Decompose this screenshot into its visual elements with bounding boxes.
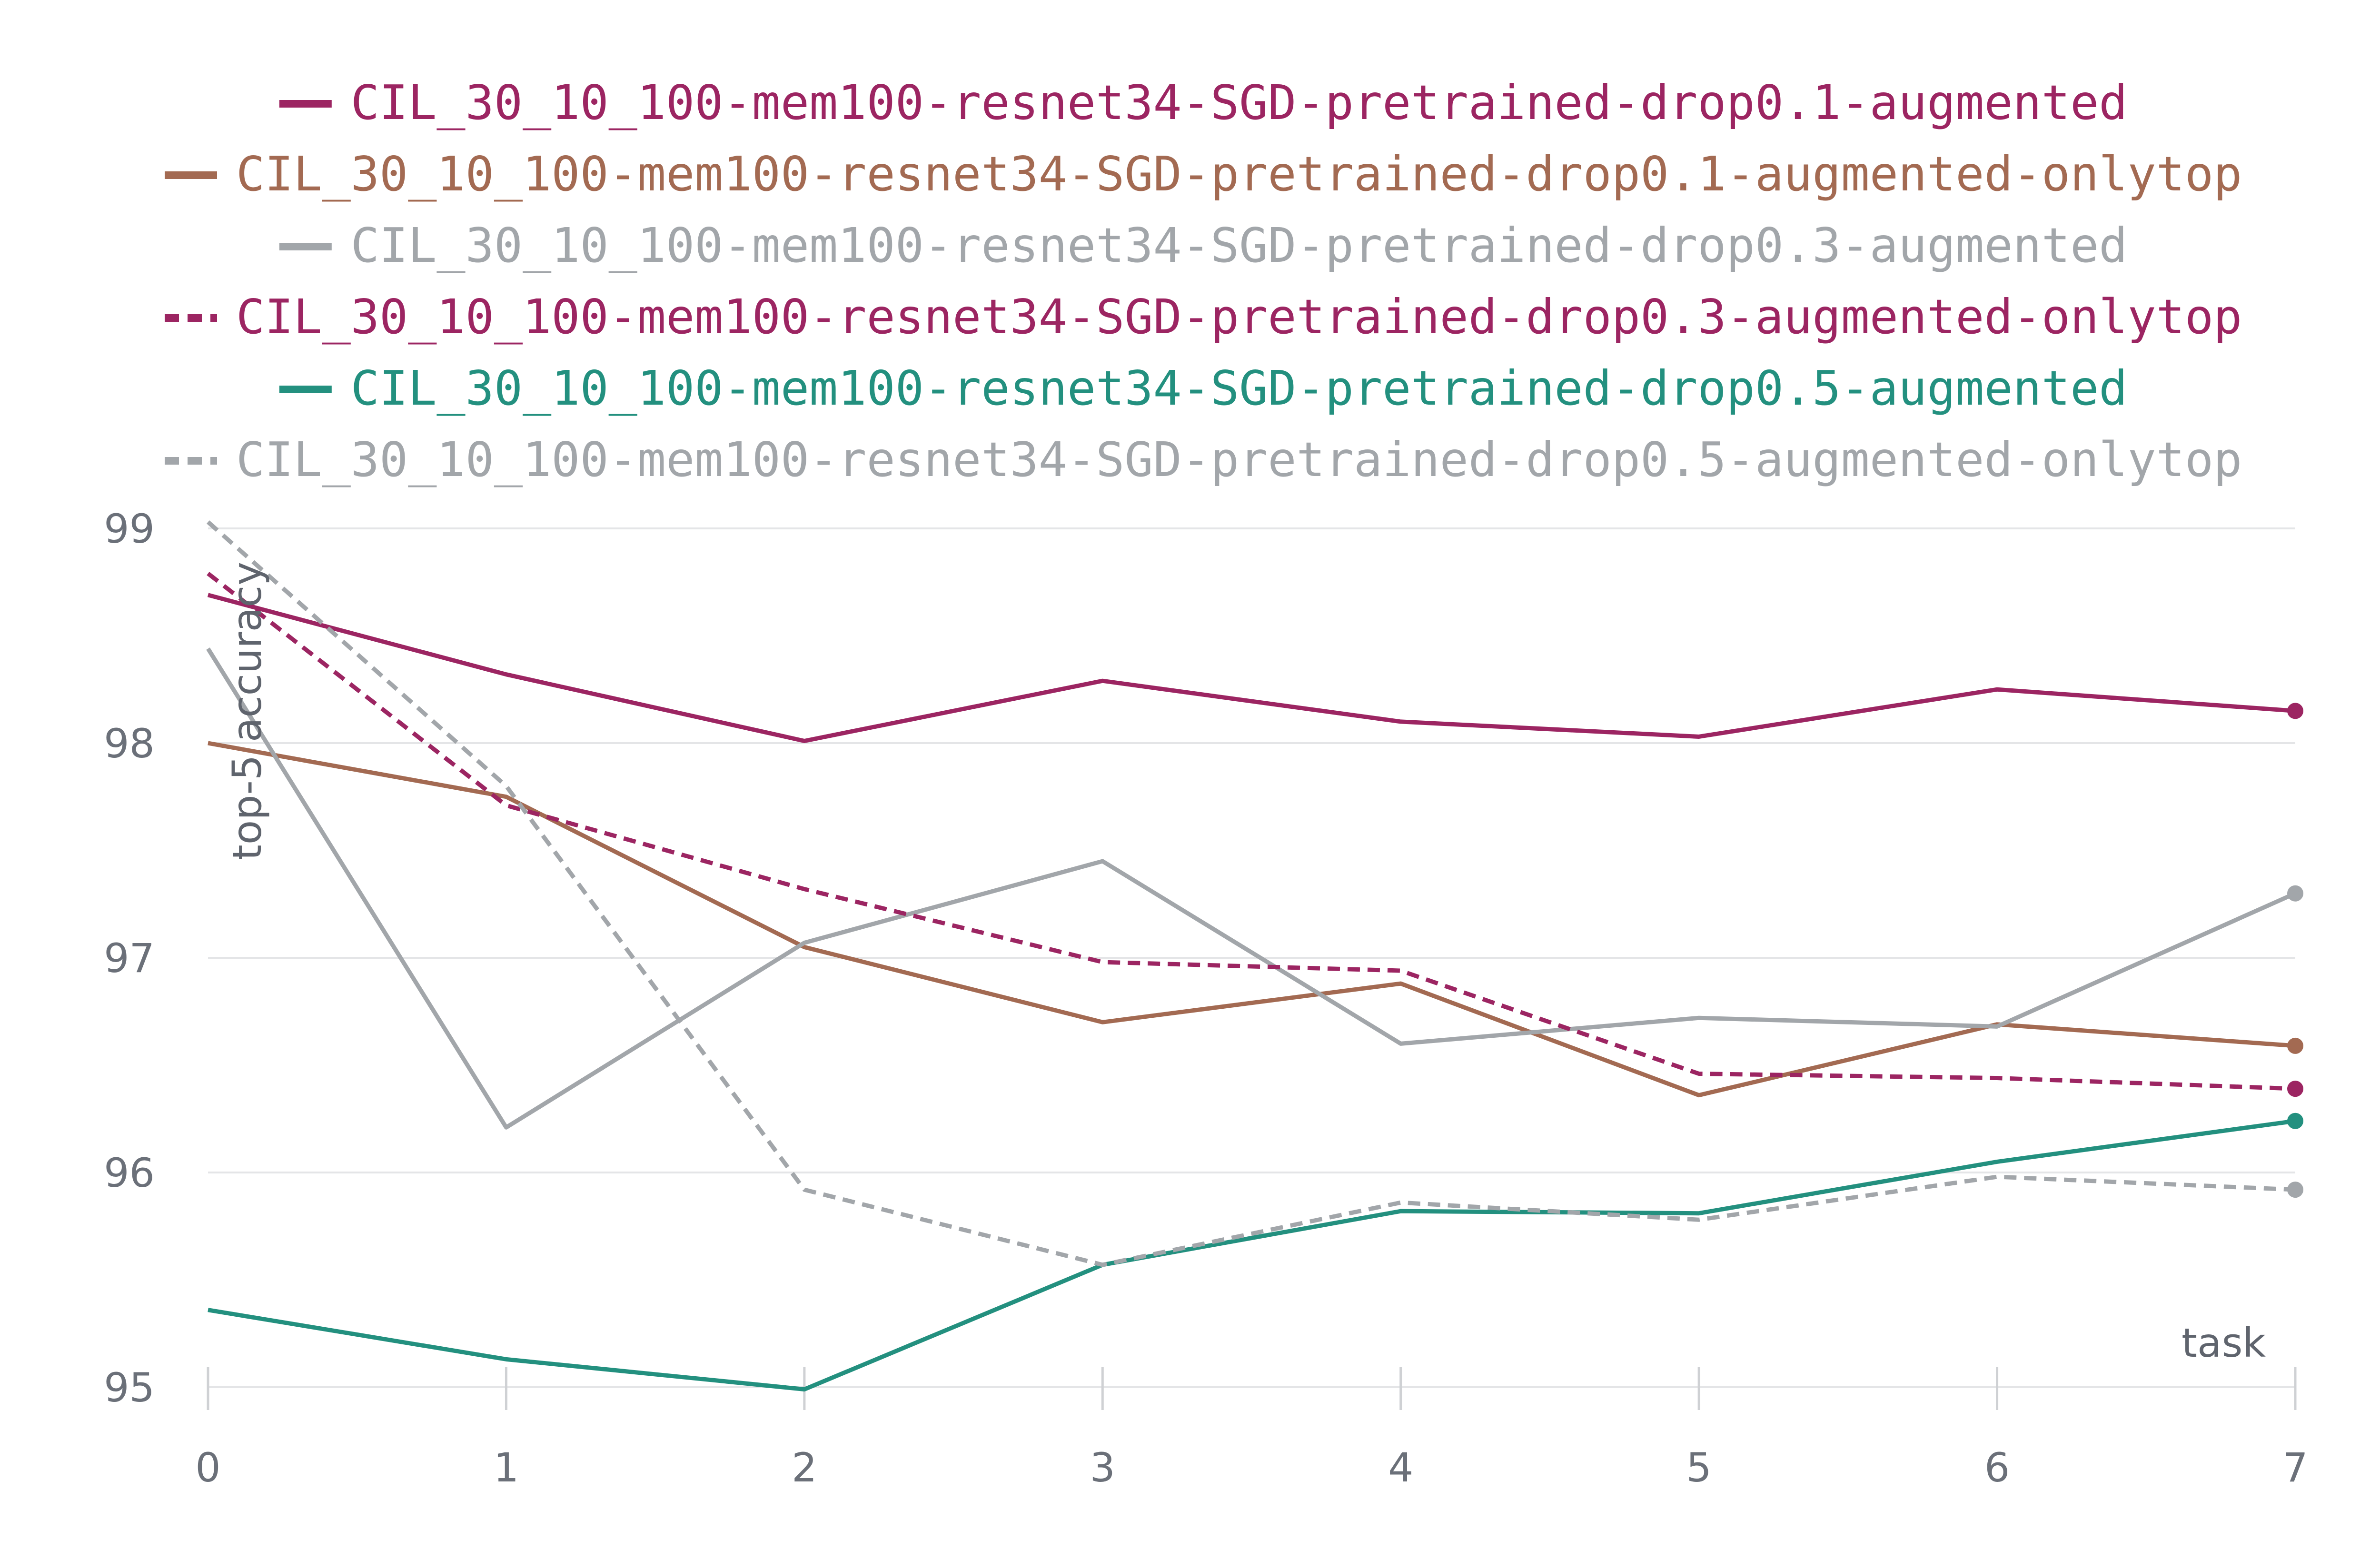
legend-label: CIL_30_10_100-mem100-resnet34-SGD-pretra… — [351, 360, 2128, 416]
series-lines — [206, 520, 2303, 1392]
series-line — [208, 741, 2296, 1098]
legend-item: CIL_30_10_100-mem100-resnet34-SGD-pretra… — [279, 360, 2128, 416]
legend-item: CIL_30_10_100-mem100-resnet34-SGD-pretra… — [279, 75, 2128, 130]
legend-item: CIL_30_10_100-mem100-resnet34-SGD-pretra… — [279, 218, 2128, 273]
series-end-marker — [2287, 703, 2303, 719]
grid-lines — [208, 527, 2295, 1388]
y-tick-label: 97 — [104, 935, 155, 982]
y-tick-label: 98 — [104, 720, 155, 767]
series-end-marker — [2287, 1081, 2303, 1097]
legend-label: CIL_30_10_100-mem100-resnet34-SGD-pretra… — [351, 218, 2128, 273]
series-line — [207, 520, 2296, 1267]
x-axis-ticks: 0 1 2 3 4 5 6 7 — [195, 1367, 2308, 1491]
series-6 — [207, 520, 2303, 1267]
x-tick-label: 2 — [792, 1444, 817, 1491]
chart-legend: CIL_30_10_100-mem100-resnet34-SGD-pretra… — [165, 75, 2242, 487]
series-4 — [207, 572, 2303, 1097]
series-line — [208, 1119, 2296, 1392]
y-axis-title: top-5 accuracy — [224, 562, 270, 860]
x-tick-label: 0 — [195, 1444, 220, 1491]
legend-item: CIL_30_10_100-mem100-resnet34-SGD-pretra… — [165, 289, 2242, 345]
legend-item: CIL_30_10_100-mem100-resnet34-SGD-pretra… — [165, 146, 2242, 202]
x-tick-label: 3 — [1090, 1444, 1115, 1491]
x-tick-label: 4 — [1388, 1444, 1413, 1491]
x-axis-title: task — [2182, 1320, 2266, 1366]
legend-label: CIL_30_10_100-mem100-resnet34-SGD-pretra… — [236, 146, 2242, 202]
series-2 — [208, 741, 2303, 1098]
x-tick-label: 1 — [494, 1444, 519, 1491]
legend-label: CIL_30_10_100-mem100-resnet34-SGD-pretra… — [236, 432, 2242, 487]
series-end-marker — [2287, 885, 2303, 902]
legend-label: CIL_30_10_100-mem100-resnet34-SGD-pretra… — [351, 75, 2128, 130]
series-end-marker — [2287, 1037, 2303, 1054]
series-end-marker — [2287, 1113, 2303, 1129]
series-line — [207, 572, 2296, 1091]
legend-item: CIL_30_10_100-mem100-resnet34-SGD-pretra… — [165, 432, 2242, 487]
y-axis-ticks: 95 96 97 98 99 — [104, 506, 155, 1411]
legend-label: CIL_30_10_100-mem100-resnet34-SGD-pretra… — [236, 289, 2242, 345]
series-3 — [206, 647, 2303, 1130]
y-tick-label: 95 — [104, 1364, 155, 1411]
series-5 — [208, 1113, 2303, 1392]
series-line — [206, 647, 2296, 1130]
x-tick-label: 6 — [1984, 1444, 2010, 1491]
y-tick-label: 96 — [104, 1150, 155, 1196]
series-line — [207, 593, 2296, 743]
y-tick-label: 99 — [104, 506, 155, 552]
series-end-marker — [2287, 1182, 2303, 1198]
x-tick-label: 5 — [1686, 1444, 1711, 1491]
x-tick-label: 7 — [2282, 1444, 2308, 1491]
series-1 — [207, 593, 2303, 743]
